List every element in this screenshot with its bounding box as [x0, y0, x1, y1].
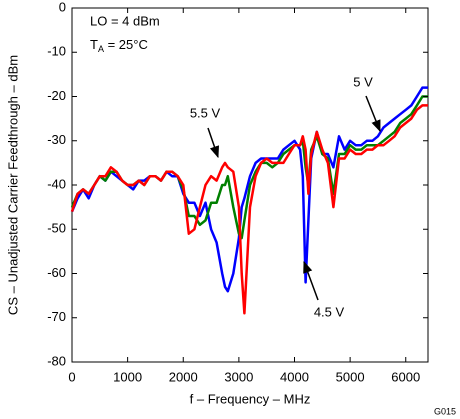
annotation-sub: A — [98, 44, 104, 54]
y-tick-label: 0 — [59, 0, 66, 14]
series-label: 5 V — [353, 74, 373, 89]
label-box — [346, 72, 380, 94]
label-box — [180, 103, 230, 125]
x-tick-label: 2000 — [169, 369, 198, 384]
x-axis-label: f – Frequency – MHz — [190, 391, 311, 406]
y-tick-label: -30 — [47, 132, 66, 147]
series-label: 5.5 V — [190, 105, 221, 120]
arrow — [207, 127, 220, 159]
y-tick-label: -20 — [47, 88, 66, 103]
series-label: 4.5 V — [314, 304, 345, 319]
figure-code: G015 — [434, 406, 456, 416]
x-tick-label: 0 — [68, 369, 75, 384]
annotation-part: = 25°C — [104, 37, 148, 52]
x-tick-label: 5000 — [336, 369, 365, 384]
y-tick-label: -60 — [47, 265, 66, 280]
series-line — [70, 104, 428, 315]
series-line — [70, 86, 428, 293]
x-tick-label: 1000 — [113, 369, 142, 384]
x-tick-label: 6000 — [391, 369, 420, 384]
x-tick-label: 4000 — [280, 369, 309, 384]
label-box — [306, 302, 352, 324]
annotation: TA = 25°C — [90, 37, 148, 54]
y-axis-label: CS – Unadjusted Carrier Feedthrough – dB… — [5, 55, 20, 315]
annotation: LO = 4 dBm — [90, 13, 160, 28]
y-tick-label: -10 — [47, 44, 66, 59]
y-tick-label: -50 — [47, 221, 66, 236]
y-tick-label: -80 — [47, 353, 66, 368]
arrow — [365, 95, 381, 133]
arrow — [303, 260, 319, 301]
x-tick-label: 3000 — [224, 369, 253, 384]
y-tick-label: -70 — [47, 309, 66, 324]
y-tick-label: -40 — [47, 176, 66, 191]
annotation-part: T — [90, 37, 98, 52]
